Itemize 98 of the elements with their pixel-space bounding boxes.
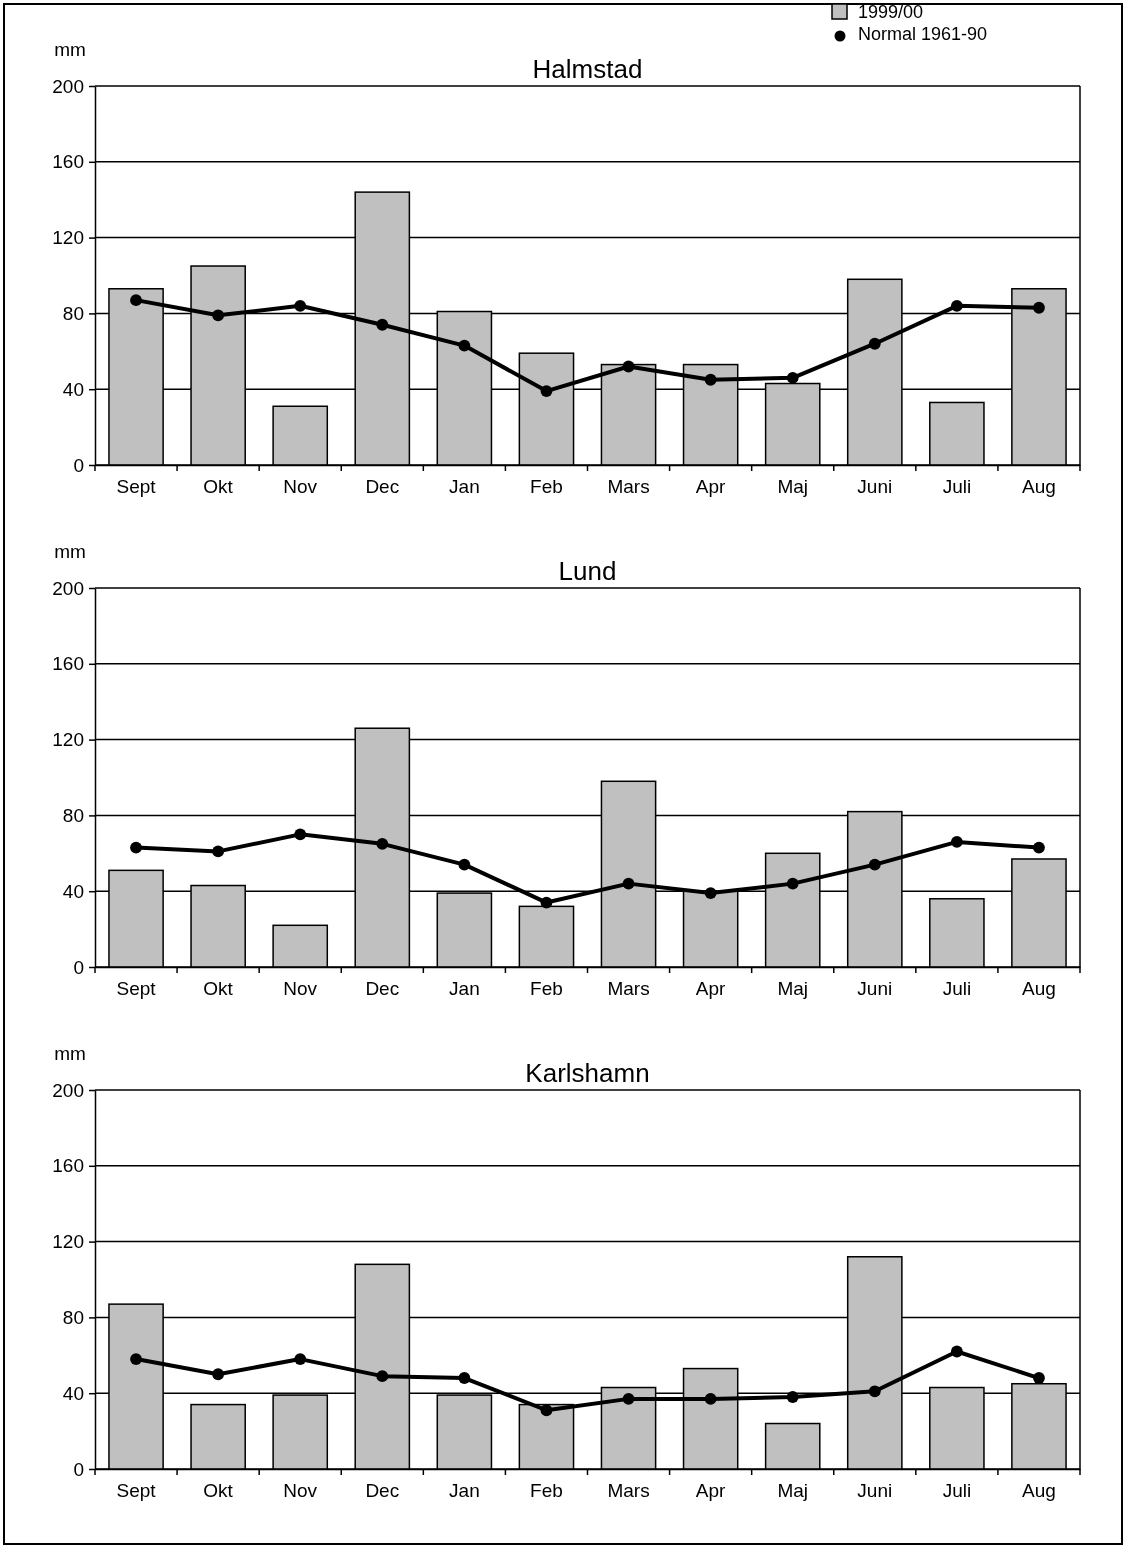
x-tick-label: Okt: [203, 977, 234, 999]
x-tick-label: Sept: [116, 475, 157, 497]
point: [294, 299, 307, 312]
x-tick-label: Aug: [1022, 977, 1056, 999]
y-tick-label: 120: [52, 729, 84, 751]
x-tick-label: Juli: [942, 1479, 972, 1501]
x-tick-label: Jan: [449, 475, 480, 497]
point: [1033, 841, 1045, 854]
x-tick-label: Mars: [607, 475, 650, 497]
y-tick-label: 0: [73, 1458, 84, 1480]
y-tick-label: 0: [73, 454, 84, 476]
point: [212, 1368, 225, 1381]
x-tick-label: Dec: [365, 977, 400, 999]
point: [212, 309, 225, 322]
point: [130, 294, 142, 307]
y-axis-title: mm: [54, 39, 86, 60]
x-tick-label: Maj: [777, 1479, 809, 1501]
x-tick-label: Juli: [942, 475, 972, 497]
point: [458, 339, 471, 352]
x-tick-label: Okt: [203, 475, 234, 497]
legend-label: 1999/00: [858, 2, 924, 22]
point: [950, 836, 963, 848]
point: [130, 1353, 142, 1365]
y-tick-label: 40: [62, 378, 84, 400]
x-tick-label: Jan: [449, 977, 480, 999]
x-tick-label: Apr: [695, 1479, 727, 1501]
point: [622, 360, 635, 373]
x-tick-label: Apr: [695, 977, 727, 999]
x-tick-label: Okt: [203, 1479, 234, 1501]
y-tick-label: 160: [52, 1155, 84, 1177]
x-tick-label: Aug: [1022, 1479, 1056, 1501]
point: [622, 877, 635, 890]
point: [376, 1370, 389, 1383]
point: [868, 1385, 881, 1398]
x-tick-label: Sept: [116, 1479, 157, 1501]
point: [540, 385, 553, 397]
point: [950, 1345, 963, 1358]
y-tick-label: 80: [62, 1306, 84, 1328]
x-tick-label: Mars: [607, 977, 650, 999]
x-tick-label: Maj: [777, 977, 809, 999]
x-tick-label: Dec: [365, 1479, 400, 1501]
chart-title: Halmstad: [532, 54, 643, 84]
legend-label: Normal 1961-90: [858, 24, 988, 44]
y-tick-label: 160: [52, 653, 84, 675]
point: [868, 337, 881, 350]
x-tick-label: Nov: [283, 1479, 318, 1501]
point: [786, 371, 799, 384]
point: [376, 837, 389, 850]
point: [294, 828, 307, 841]
x-tick-label: Sept: [116, 977, 157, 999]
point: [540, 1404, 553, 1417]
y-tick-label: 200: [52, 577, 84, 599]
x-tick-label: Mars: [607, 1479, 650, 1501]
point: [868, 858, 881, 871]
y-tick-label: 40: [62, 880, 84, 902]
y-tick-label: 120: [52, 227, 84, 249]
point: [458, 858, 471, 871]
point: [704, 1392, 717, 1405]
y-axis-title: mm: [54, 1043, 86, 1064]
x-tick-label: Maj: [777, 475, 809, 497]
x-tick-label: Jan: [449, 1479, 480, 1501]
y-tick-label: 80: [62, 804, 84, 826]
y-tick-label: 200: [52, 1079, 84, 1101]
x-tick-label: Nov: [283, 977, 318, 999]
point: [376, 318, 389, 331]
x-tick-label: Dec: [365, 475, 400, 497]
chart-title: Karlshamn: [525, 1058, 650, 1088]
point: [130, 841, 142, 854]
y-tick-label: 80: [62, 302, 84, 324]
point: [1033, 1372, 1045, 1384]
x-tick-label: Feb: [530, 475, 563, 497]
point: [704, 373, 717, 386]
x-tick-label: Feb: [530, 1479, 563, 1501]
y-tick-label: 160: [52, 151, 84, 173]
point: [294, 1353, 307, 1365]
point: [458, 1372, 471, 1384]
point: [786, 1391, 799, 1403]
x-tick-label: Juni: [857, 475, 893, 497]
point: [704, 887, 717, 899]
x-tick-label: Nov: [283, 475, 318, 497]
point: [212, 845, 225, 858]
x-tick-label: Apr: [695, 475, 727, 497]
point: [950, 299, 963, 312]
x-tick-label: Juni: [857, 1479, 893, 1501]
x-tick-label: Juni: [857, 977, 893, 999]
y-axis-title: mm: [54, 541, 86, 562]
chart-title: Lund: [558, 556, 617, 586]
y-tick-label: 200: [52, 75, 84, 97]
x-tick-label: Aug: [1022, 475, 1056, 497]
point: [786, 877, 799, 890]
point: [1033, 301, 1045, 314]
point: [622, 1392, 635, 1405]
y-tick-label: 40: [62, 1382, 84, 1404]
y-tick-label: 120: [52, 1231, 84, 1253]
point: [540, 896, 553, 909]
x-tick-label: Feb: [530, 977, 563, 999]
x-tick-label: Juli: [942, 977, 972, 999]
y-tick-label: 0: [73, 956, 84, 978]
